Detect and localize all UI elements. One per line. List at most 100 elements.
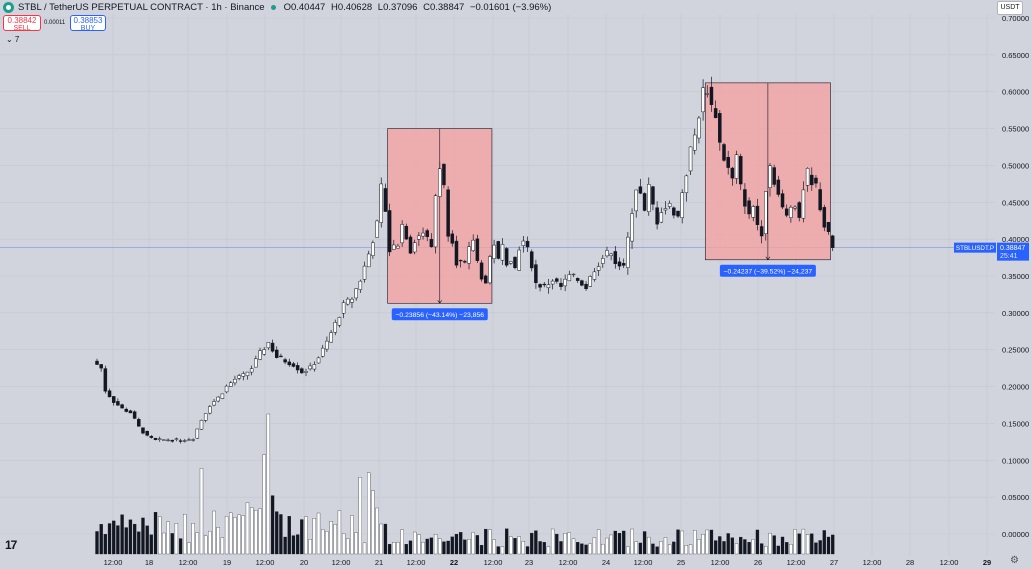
- sell-button[interactable]: 0.38842 SELL: [3, 15, 41, 32]
- volume-bar: [191, 523, 195, 555]
- currency-button[interactable]: USDT: [997, 1, 1023, 15]
- candle: [743, 183, 747, 214]
- volume-bar: [521, 541, 526, 555]
- candle: [772, 164, 776, 188]
- tradingview-logo-icon[interactable]: 17: [5, 538, 17, 552]
- volume-bar: [258, 508, 262, 555]
- volume-bar: [329, 521, 333, 555]
- candle: [329, 329, 333, 343]
- candle: [412, 239, 417, 255]
- price-tick-label: 0.10000: [1002, 456, 1029, 465]
- volume-bar: [534, 530, 538, 555]
- candles[interactable]: [95, 76, 835, 444]
- candle: [613, 246, 618, 269]
- candle: [517, 246, 521, 271]
- volume-bar: [233, 516, 237, 555]
- volume-bar: [739, 536, 743, 555]
- volume-bar: [672, 541, 676, 555]
- time-axis[interactable]: 12:00 18 12:00 19 12:00 20 12:00 21 12:00 22 12:00…: [104, 558, 992, 567]
- candle: [408, 234, 413, 255]
- volume-bar: [655, 546, 659, 555]
- price-tick-label: 0.20000: [1002, 383, 1029, 392]
- candle: [199, 419, 204, 431]
- indicators-toggle[interactable]: ⌄ 7: [6, 35, 20, 44]
- volume-bar: [362, 542, 367, 555]
- volume-bar: [250, 507, 254, 555]
- candle: [751, 205, 756, 222]
- candle: [504, 247, 509, 268]
- volume-bar: [789, 544, 793, 555]
- volume-bar: [801, 528, 806, 555]
- volume-bar: [174, 523, 179, 555]
- price-axis[interactable]: 0.70000 0.65000 0.60000 0.55000 0.50000 0.450…: [1002, 14, 1029, 539]
- volume-bar: [772, 535, 776, 555]
- volume-bar: [626, 546, 630, 555]
- volume-bar: [709, 529, 714, 555]
- candle: [567, 270, 572, 282]
- volume-bar: [693, 529, 697, 555]
- volume-bar: [283, 536, 287, 555]
- candle: [354, 288, 358, 301]
- candle: [764, 191, 768, 241]
- volume-bar: [697, 539, 701, 555]
- measure-labels[interactable]: −0.23856 (−43.14%) −23,856 −0.24237 (−39.…: [391, 264, 816, 321]
- volume-bar: [279, 514, 283, 555]
- candle: [438, 162, 442, 198]
- volume-bar: [237, 514, 241, 555]
- candle: [417, 231, 421, 246]
- candle: [216, 396, 220, 403]
- volume-bar: [417, 534, 421, 555]
- volume-bar: [734, 543, 739, 555]
- time-tick-label: 20: [300, 558, 308, 567]
- candle: [475, 234, 480, 264]
- candle: [350, 297, 354, 309]
- symbol-title[interactable]: STBL / TetherUS PERPETUAL CONTRACT · 1h …: [18, 1, 265, 13]
- volume-bar: [367, 472, 371, 555]
- volume-bar: [475, 535, 480, 555]
- candle: [107, 388, 112, 398]
- candle: [224, 384, 229, 394]
- candle: [103, 365, 108, 394]
- svg-text:−0.23856 (−43.14%) −23,856: −0.23856 (−43.14%) −23,856: [395, 312, 484, 319]
- candle: [521, 235, 526, 253]
- candle: [830, 234, 835, 252]
- volume-bar: [300, 519, 304, 555]
- legend-header[interactable]: STBL / TetherUS PERPETUAL CONTRACT · 1h …: [0, 0, 551, 14]
- volume-bar: [254, 509, 258, 555]
- volume-bar: [262, 454, 266, 555]
- volume-bar: [404, 544, 408, 555]
- time-tick-label: 12:00: [863, 558, 882, 567]
- measure-boxes[interactable]: [387, 82, 831, 304]
- volume-bar: [149, 534, 153, 555]
- volume-bar: [341, 533, 346, 555]
- volume-bar: [446, 540, 450, 555]
- candle: [116, 398, 120, 406]
- volume-bar: [743, 539, 747, 555]
- volume-bar: [580, 543, 584, 555]
- candle: [358, 279, 363, 293]
- svg-text:0.38847: 0.38847: [1000, 245, 1025, 252]
- settings-gear-icon[interactable]: ⚙: [1010, 555, 1019, 566]
- candle: [810, 167, 814, 191]
- time-tick-label: 28: [906, 558, 914, 567]
- candle: [655, 201, 659, 230]
- volume-bar: [199, 468, 204, 555]
- buy-button[interactable]: 0.38853 BUY: [70, 15, 106, 32]
- volume-bar: [187, 542, 191, 555]
- volume-bar: [103, 534, 108, 555]
- candle: [479, 259, 484, 282]
- volume-bar: [379, 523, 383, 555]
- candle: [166, 438, 170, 442]
- volume-bar: [153, 512, 158, 555]
- volume-bar: [392, 542, 396, 555]
- volume-bar: [99, 524, 103, 555]
- candle: [500, 238, 505, 265]
- volume-bar: [287, 516, 291, 555]
- volume-bar: [337, 510, 342, 555]
- candle: [621, 258, 626, 269]
- volume-bar: [818, 540, 822, 555]
- candle: [688, 146, 693, 175]
